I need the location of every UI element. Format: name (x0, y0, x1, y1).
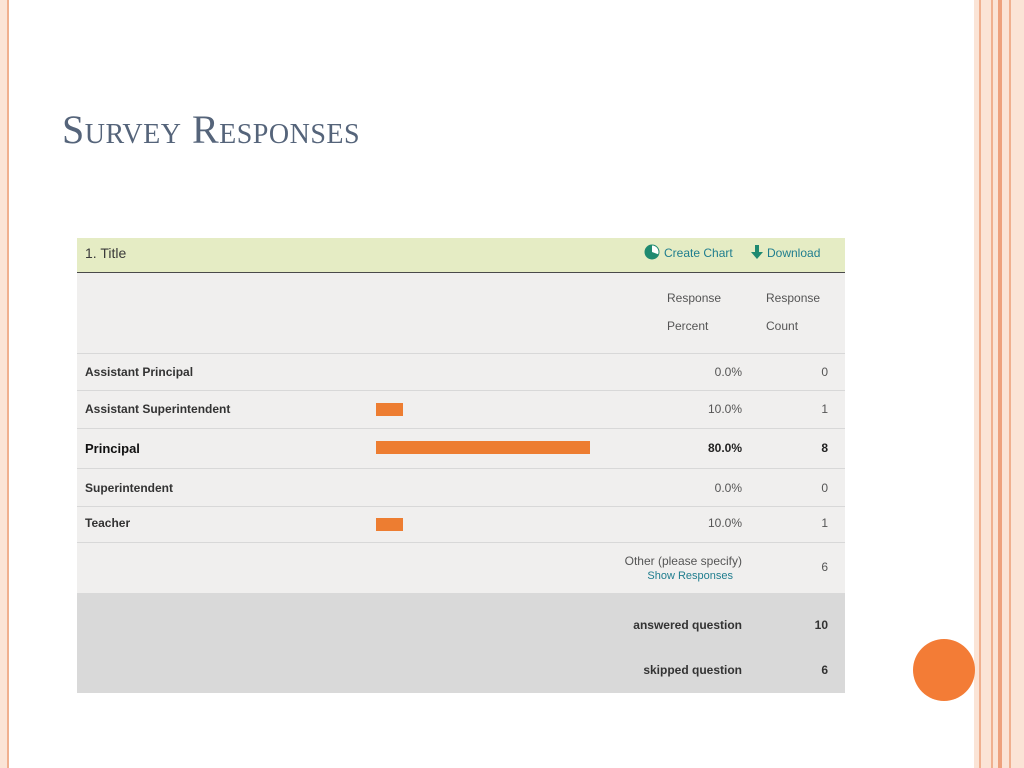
left-border-stripe (0, 0, 9, 768)
row-percent: 0.0% (714, 481, 742, 495)
response-bar-teacher (376, 518, 403, 531)
row-label-teacher: Teacher (85, 516, 131, 530)
answered-question-label: answered question (633, 618, 742, 632)
other-please-specify-label: Other (please specify) (624, 554, 742, 568)
survey-question-panel: 1. Title Create Chart Download Response … (77, 238, 845, 693)
row-percent: 0.0% (714, 365, 742, 379)
download-label: Download (767, 246, 821, 260)
col-header-count-2: Count (766, 319, 799, 333)
row-count: 0 (821, 481, 828, 495)
right-border-stripes (974, 0, 1024, 768)
create-chart-button[interactable]: Create Chart (644, 238, 733, 268)
skipped-question-label: skipped question (643, 663, 742, 677)
row-label-superintendent: Superintendent (85, 481, 174, 495)
row-divider (77, 506, 845, 507)
row-count: 8 (821, 441, 828, 455)
row-divider (77, 542, 845, 543)
row-count: 0 (821, 365, 828, 379)
answered-question-count: 10 (814, 618, 828, 632)
row-divider (77, 353, 845, 354)
row-percent: 10.0% (707, 516, 742, 530)
question-header: 1. Title Create Chart Download (77, 238, 845, 273)
col-header-count-1: Response (766, 291, 821, 305)
row-label-principal: Principal (85, 441, 140, 456)
row-percent: 80.0% (707, 441, 742, 455)
skipped-question-count: 6 (821, 663, 828, 677)
row-label-assistant-principal: Assistant Principal (85, 365, 194, 379)
row-label-assistant-superintendent: Assistant Superintendent (85, 402, 231, 416)
pie-chart-icon (644, 244, 660, 260)
row-percent: 10.0% (707, 402, 742, 416)
col-header-percent-2: Percent (667, 319, 709, 333)
download-button[interactable]: Download (751, 238, 820, 268)
show-responses-link[interactable]: Show Responses (647, 570, 733, 582)
row-divider (77, 468, 845, 469)
row-divider (77, 390, 845, 391)
row-count: 1 (821, 516, 828, 530)
download-arrow-icon (751, 245, 763, 259)
row-count: 1 (821, 402, 828, 416)
slide-title: Survey Responses (62, 107, 361, 152)
other-count: 6 (821, 560, 828, 574)
decorative-orange-circle (913, 639, 975, 701)
response-bar-assistant-superintendent (376, 403, 403, 416)
row-divider (77, 428, 845, 429)
response-summary: answered question 10 skipped question 6 (77, 593, 845, 693)
response-bar-principal (376, 441, 590, 454)
question-title: 1. Title (85, 245, 127, 261)
create-chart-label: Create Chart (664, 246, 733, 260)
col-header-percent-1: Response (667, 291, 722, 305)
